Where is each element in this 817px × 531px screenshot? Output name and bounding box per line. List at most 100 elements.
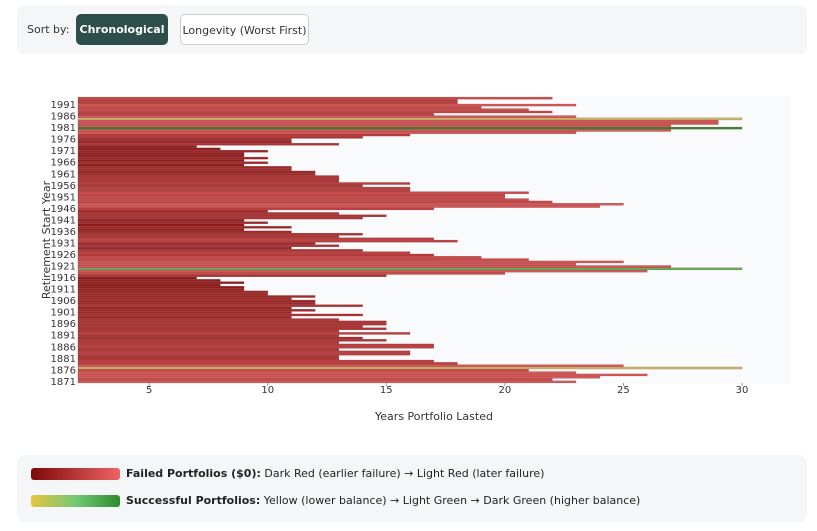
- bar: [77, 318, 340, 321]
- bar: [77, 239, 458, 243]
- legend-text: Yellow (lower balance) → Light Green → D…: [263, 494, 641, 507]
- bar: [77, 297, 292, 301]
- bar: [77, 380, 577, 384]
- y-tick-label: 1951: [51, 192, 76, 203]
- bar: [77, 269, 648, 273]
- sort-button[interactable]: Chronological: [76, 14, 168, 45]
- bar: [77, 313, 363, 317]
- bar: [77, 209, 268, 213]
- bar: [77, 133, 411, 137]
- bar: [77, 166, 292, 169]
- bar: [77, 177, 340, 181]
- bar: [77, 359, 434, 363]
- sort-button[interactable]: Longevity (Worst First): [180, 14, 309, 45]
- x-tick-label: 20: [498, 385, 511, 396]
- y-tick-label: 1936: [51, 227, 76, 238]
- bar: [77, 115, 577, 118]
- sort-bar: Sort by: Chronological Longevity (Worst …: [17, 5, 807, 54]
- y-tick-label: 1981: [51, 123, 76, 134]
- bar: [77, 122, 719, 125]
- bar: [77, 343, 434, 347]
- bar: [77, 334, 340, 337]
- bar: [77, 182, 411, 185]
- bar: [77, 108, 529, 111]
- legend: Failed Portfolios ($0): Dark Red (earlie…: [17, 455, 807, 522]
- bar: [77, 117, 743, 121]
- bar: [77, 230, 292, 234]
- bar: [77, 184, 363, 188]
- y-tick-label: 1946: [51, 204, 76, 215]
- bar: [77, 168, 292, 171]
- bar: [77, 306, 292, 310]
- legend-swatch: [31, 467, 120, 480]
- bar: [77, 138, 292, 141]
- y-tick-label: 1966: [51, 158, 76, 169]
- bar: [77, 299, 316, 303]
- bar: [77, 143, 340, 146]
- bar: [77, 371, 577, 374]
- bar: [77, 106, 482, 109]
- bar: [77, 101, 458, 104]
- legend-text: Dark Red (earlier failure) → Light Red (…: [264, 467, 545, 480]
- bar: [77, 332, 411, 335]
- bar: [77, 339, 387, 342]
- bar: [77, 113, 434, 116]
- bar: [77, 246, 292, 250]
- y-tick-label: 1911: [51, 285, 76, 296]
- bar: [77, 251, 411, 254]
- chart: Years Portfolio Lasted Retirement Start …: [40, 96, 749, 423]
- bar: [77, 322, 387, 326]
- bar: [77, 309, 316, 312]
- y-tick-label: 1931: [51, 238, 76, 249]
- bar: [77, 263, 577, 266]
- bar: [77, 223, 245, 227]
- bar: [77, 290, 268, 294]
- y-tick-label: 1921: [51, 262, 76, 273]
- x-tick-label: 10: [261, 385, 274, 396]
- legend-swatch: [31, 494, 120, 507]
- bar: [77, 216, 363, 220]
- bar: [77, 327, 387, 331]
- sort-label: Sort by:: [27, 23, 70, 36]
- bar: [77, 156, 268, 160]
- bar: [77, 279, 221, 282]
- bar: [77, 237, 434, 241]
- y-tick-label: 1891: [51, 331, 76, 342]
- legend-row: Failed Portfolios ($0): Dark Red (earlie…: [31, 467, 544, 480]
- bar: [77, 179, 340, 183]
- bar: [77, 191, 529, 194]
- legend-row: Successful Portfolios: Yellow (lower bal…: [31, 494, 640, 507]
- bar: [77, 126, 743, 130]
- x-tick-label: 25: [617, 385, 630, 396]
- y-tick-label: 1876: [51, 365, 76, 376]
- bar: [77, 276, 197, 280]
- bar: [77, 249, 363, 252]
- bar: [77, 274, 387, 277]
- x-tick-label: 5: [146, 385, 152, 396]
- bar: [77, 348, 340, 351]
- bar: [77, 304, 363, 307]
- bar: [77, 129, 672, 132]
- bar: [77, 200, 553, 204]
- bar: [77, 203, 624, 206]
- bar: [77, 189, 411, 192]
- y-tick-label: 1976: [51, 135, 76, 146]
- bar: [77, 325, 363, 328]
- bar: [77, 228, 245, 231]
- y-tick-label: 1956: [51, 181, 76, 192]
- bar: [77, 376, 600, 379]
- bar: [77, 214, 387, 217]
- bar: [77, 244, 340, 247]
- bar: [77, 110, 553, 114]
- bar: [77, 272, 506, 275]
- bar: [77, 124, 672, 128]
- y-tick-label: 1881: [51, 354, 76, 365]
- bar: [77, 175, 340, 178]
- bar: [77, 311, 292, 314]
- bar: [77, 364, 624, 367]
- y-tick-label: 1941: [51, 215, 76, 226]
- bar: [77, 207, 434, 211]
- bar: [77, 366, 743, 370]
- bar: [77, 103, 577, 107]
